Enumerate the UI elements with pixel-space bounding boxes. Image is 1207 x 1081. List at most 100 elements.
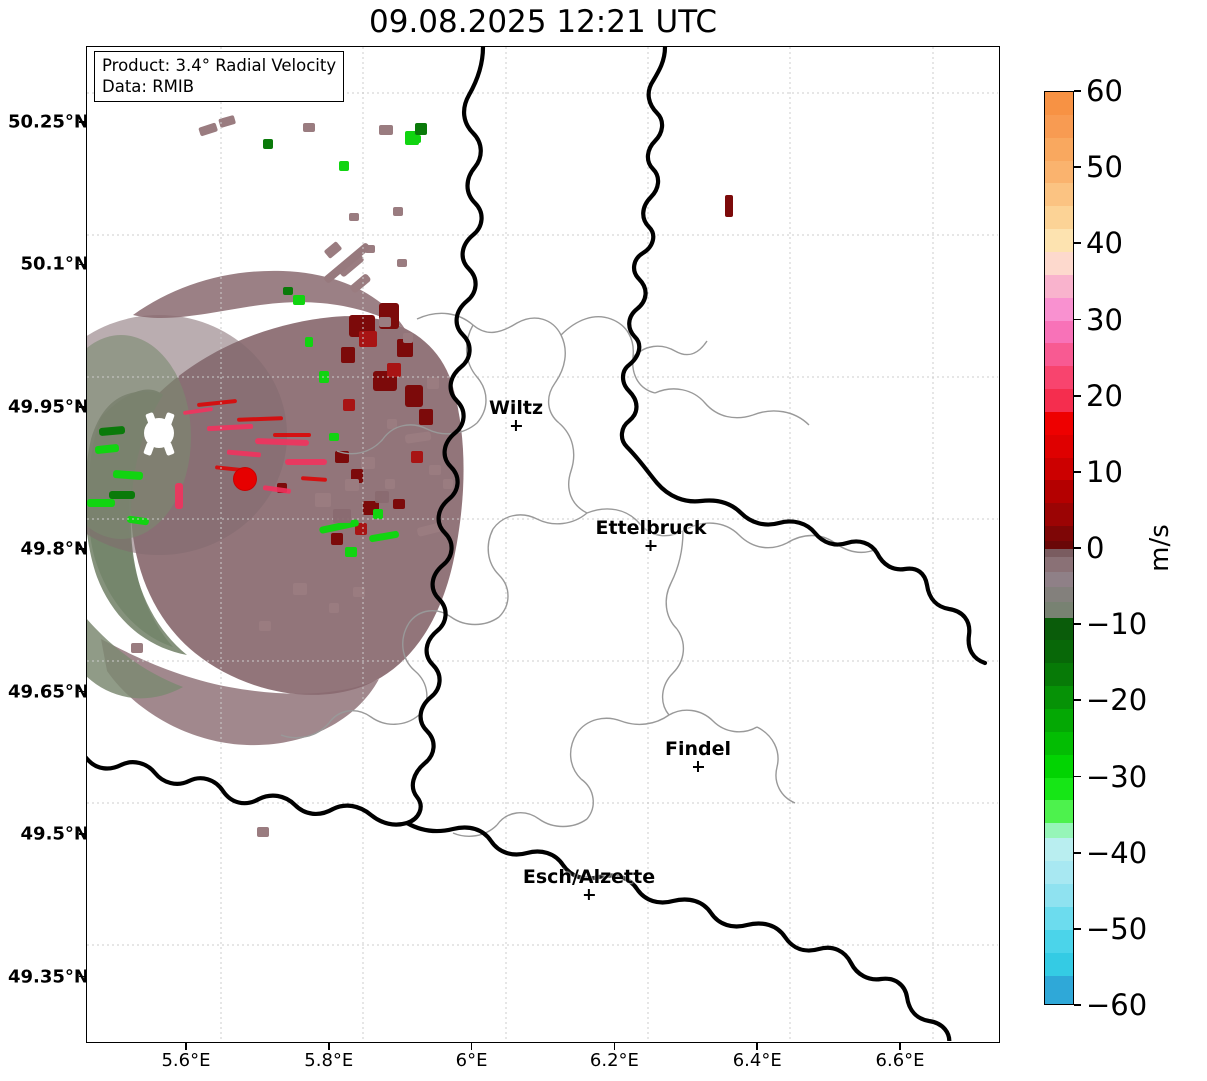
colorbar-band — [1045, 92, 1073, 116]
colorbar-tick — [1074, 166, 1081, 169]
lat-tick-label: 49.35°N — [8, 966, 89, 988]
lat-tick-label: 49.5°N — [20, 823, 89, 845]
colorbar-tick — [1074, 242, 1081, 245]
colorbar-tick-label: −40 — [1086, 835, 1148, 870]
colorbar-band — [1045, 708, 1073, 733]
colorbar-tick-label: 60 — [1086, 74, 1123, 108]
colorbar-band — [1045, 952, 1073, 977]
lon-tick — [470, 1043, 473, 1050]
colorbar-band — [1045, 274, 1073, 299]
colorbar-band — [1045, 229, 1073, 253]
lat-tick — [79, 833, 86, 835]
map-graphics — [87, 47, 998, 1041]
lat-tick-label: 50.1°N — [20, 253, 89, 275]
colorbar-band — [1045, 838, 1073, 862]
lon-tick-label: 6°E — [455, 1050, 488, 1071]
colorbar-tick — [1074, 623, 1081, 626]
lon-tick — [756, 1043, 758, 1050]
colorbar-band — [1045, 541, 1073, 550]
colorbar-gradient — [1044, 91, 1074, 1005]
colorbar-tick — [1074, 775, 1081, 778]
lon-tick — [613, 1043, 616, 1050]
lon-tick — [328, 1043, 330, 1050]
colorbar-tick-label: −10 — [1086, 607, 1148, 642]
colorbar-tick — [1074, 90, 1081, 92]
product-line: Product: 3.4° Radial Velocity — [102, 56, 337, 75]
colorbar-band — [1045, 556, 1073, 573]
colorbar-tick — [1074, 394, 1081, 397]
colorbar-tick — [1074, 699, 1081, 702]
colorbar-band — [1045, 343, 1073, 367]
lon-tick — [185, 1043, 187, 1050]
lon-tick-label: 6.6°E — [875, 1050, 925, 1071]
lat-tick — [79, 975, 86, 978]
colorbar-band — [1045, 366, 1073, 390]
colorbar-tick — [1074, 851, 1081, 854]
colorbar-band — [1045, 731, 1073, 756]
colorbar-band — [1045, 617, 1073, 641]
lon-tick-label: 6.4°E — [732, 1050, 782, 1071]
colorbar-band — [1045, 297, 1073, 322]
colorbar-band — [1045, 480, 1073, 504]
radar-map-panel[interactable]: Product: 3.4° Radial Velocity Data: RMIB… — [86, 46, 1000, 1043]
colorbar-tick — [1074, 927, 1081, 930]
colorbar-band — [1045, 861, 1073, 885]
page-title: 09.08.2025 12:21 UTC — [369, 4, 717, 40]
colorbar-band — [1045, 929, 1073, 954]
lon-tick-label: 5.6°E — [161, 1050, 211, 1071]
colorbar-tick — [1074, 318, 1081, 321]
colorbar-tick-label: −60 — [1086, 988, 1148, 1022]
colorbar-band — [1045, 975, 1073, 1004]
colorbar-band — [1045, 503, 1073, 527]
lat-tick — [79, 121, 86, 123]
lat-tick-label: 49.65°N — [8, 681, 89, 703]
colorbar-band — [1045, 800, 1073, 824]
colorbar-band — [1045, 526, 1073, 542]
colorbar-band — [1045, 663, 1073, 687]
colorbar-band — [1045, 686, 1073, 710]
lat-tick — [79, 548, 86, 550]
colorbar-tick-label: −50 — [1086, 911, 1148, 946]
colorbar-band — [1045, 884, 1073, 908]
colorbar-band — [1045, 571, 1073, 588]
colorbar-band — [1045, 602, 1073, 619]
lat-tick-label: 50.25°N — [8, 111, 89, 133]
colorbar-tick-label: 20 — [1086, 378, 1123, 413]
colorbar-band — [1045, 549, 1073, 558]
colorbar-band — [1045, 183, 1073, 207]
colorbar-band — [1045, 251, 1073, 276]
lon-tick-label: 5.8°E — [304, 1050, 354, 1071]
data-source-line: Data: RMIB — [102, 77, 195, 97]
colorbar-tick-label: 30 — [1086, 302, 1123, 337]
colorbar-band — [1045, 114, 1073, 139]
colorbar-axis-label: m/s — [1145, 524, 1175, 572]
product-info-box: Product: 3.4° Radial Velocity Data: RMIB — [94, 51, 345, 103]
radar-echo-layer — [87, 115, 733, 837]
colorbar-band — [1045, 411, 1073, 436]
lat-tick-label: 49.95°N — [8, 396, 89, 418]
colorbar-band — [1045, 777, 1073, 801]
colorbar-band — [1045, 587, 1073, 603]
colorbar-tick — [1074, 1004, 1081, 1006]
colorbar-tick-label: −30 — [1086, 759, 1148, 794]
colorbar-band — [1045, 457, 1073, 482]
colorbar-band — [1045, 640, 1073, 664]
radar-site-marker[interactable] — [233, 467, 257, 491]
colorbar-band — [1045, 434, 1073, 459]
lat-tick — [79, 690, 86, 693]
colorbar-band — [1045, 206, 1073, 230]
colorbar-tick-label: 50 — [1086, 150, 1123, 185]
lon-tick — [899, 1043, 901, 1050]
colorbar-band — [1045, 389, 1073, 413]
colorbar-tick-label: −20 — [1086, 683, 1148, 718]
colorbar-band — [1045, 320, 1073, 344]
echo-border-fragments — [333, 491, 389, 523]
colorbar-band — [1045, 754, 1073, 779]
colorbar-tick-label: 40 — [1086, 226, 1123, 261]
lat-tick — [79, 406, 86, 408]
lat-tick-label: 49.8°N — [20, 538, 89, 560]
colorbar[interactable]: 60 50 40 30 20 10 0 −10 −20 −30 −40 −50 −60 — [1044, 74, 1147, 1022]
colorbar-band — [1045, 823, 1073, 840]
colorbar-tick-label: 0 — [1086, 531, 1105, 565]
colorbar-tick — [1074, 547, 1081, 549]
